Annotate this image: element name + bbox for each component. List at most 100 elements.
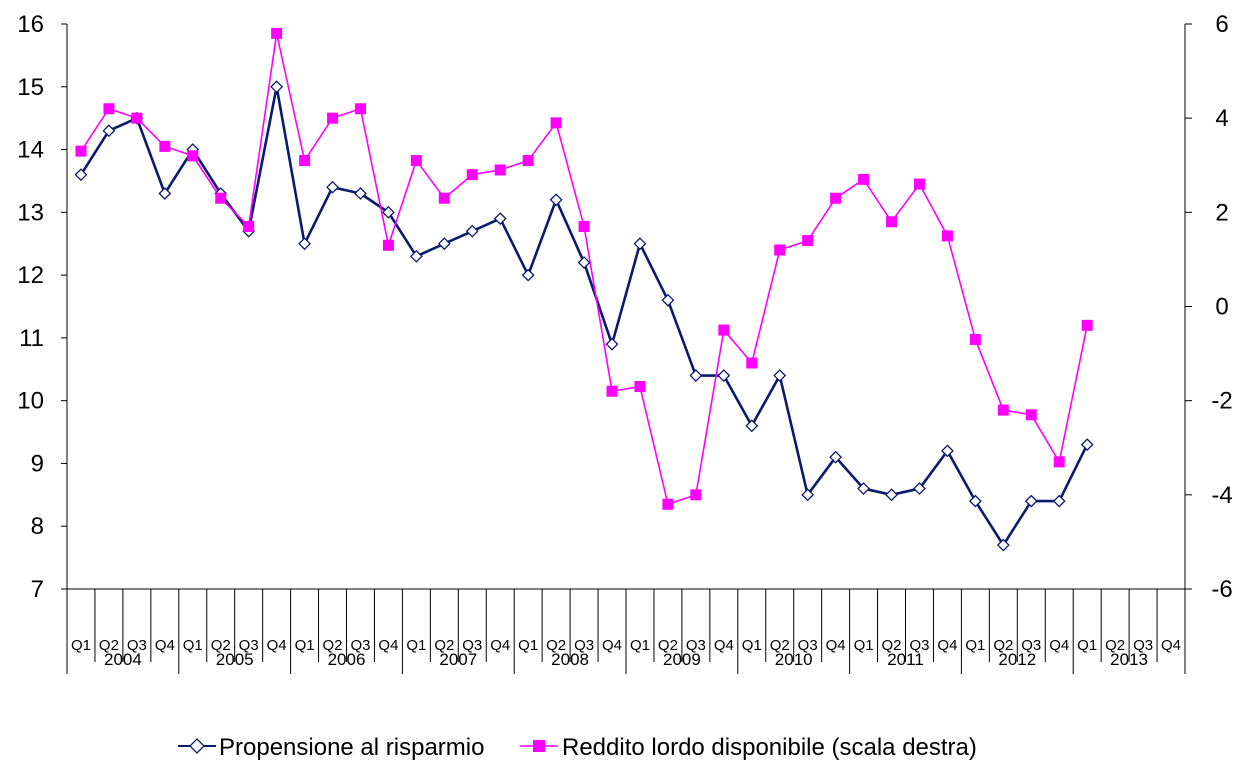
- year-label: 2010: [775, 650, 813, 669]
- quarter-label: Q1: [854, 637, 874, 654]
- point-propensione: [689, 369, 703, 382]
- point-reddito: [299, 155, 311, 167]
- point-propensione: [717, 369, 731, 382]
- quarter-label: Q4: [714, 637, 734, 654]
- quarter-label: Q2: [211, 637, 231, 654]
- point-propensione: [857, 482, 870, 495]
- point-reddito: [634, 381, 646, 393]
- year-label: 2006: [328, 650, 366, 669]
- quarter-label: Q4: [937, 637, 957, 654]
- point-propensione: [354, 187, 367, 200]
- left-tick-label: 16: [17, 11, 44, 38]
- point-reddito: [690, 489, 702, 501]
- point-reddito: [131, 112, 143, 124]
- point-propensione: [74, 168, 88, 182]
- legend-label-reddito: Reddito lordo disponibile (scala destra): [562, 734, 977, 761]
- point-reddito: [606, 385, 618, 397]
- year-label: 2013: [1110, 650, 1148, 669]
- point-reddito: [159, 140, 171, 152]
- point-reddito: [941, 230, 953, 242]
- right-axis-ticks: -6 -4 -2 0 2 4 6: [1185, 11, 1233, 603]
- point-reddito: [718, 324, 730, 336]
- quarter-label: Q2: [99, 637, 119, 654]
- quarter-label: Q4: [378, 637, 398, 654]
- right-tick-label: 2: [1215, 199, 1228, 226]
- point-propensione: [1024, 494, 1038, 508]
- quarter-label: Q4: [155, 637, 175, 654]
- quarter-label: Q3: [462, 637, 482, 654]
- point-propensione: [465, 224, 479, 238]
- year-label: 2005: [216, 650, 254, 669]
- series-line-propensione: [79, 85, 1089, 547]
- quarter-label: Q1: [295, 637, 315, 654]
- point-propensione: [885, 488, 898, 502]
- point-reddito: [662, 498, 674, 510]
- year-label: 2011: [887, 650, 924, 669]
- point-propensione: [549, 193, 563, 207]
- point-propensione: [298, 237, 311, 251]
- quarter-label: Q1: [630, 637, 650, 654]
- quarter-label: Q2: [434, 637, 454, 654]
- left-tick-label: 8: [31, 513, 44, 540]
- quarter-label: Q2: [1105, 637, 1125, 654]
- point-reddito: [243, 220, 255, 232]
- point-propensione: [605, 337, 619, 351]
- point-propensione: [661, 293, 675, 307]
- quarter-label: Q2: [770, 637, 790, 654]
- quarter-label: Q4: [602, 637, 622, 654]
- point-reddito: [382, 239, 394, 251]
- point-propensione: [577, 256, 591, 269]
- point-reddito: [1081, 319, 1093, 331]
- legend-item-propensione: Propensione al risparmio: [178, 734, 484, 761]
- point-reddito: [802, 235, 814, 247]
- point-reddito: [550, 117, 562, 129]
- quarter-label: Q3: [798, 637, 818, 654]
- point-reddito: [969, 333, 981, 345]
- legend: Propensione al risparmio Reddito lordo d…: [178, 734, 977, 761]
- point-reddito: [215, 192, 227, 204]
- point-propensione: [437, 237, 451, 251]
- quarter-label: Q3: [239, 637, 259, 654]
- point-reddito: [271, 27, 283, 39]
- point-propensione: [493, 212, 507, 226]
- point-propensione: [521, 268, 535, 282]
- point-reddito: [438, 192, 450, 204]
- point-reddito: [774, 244, 786, 256]
- point-propensione: [270, 80, 284, 94]
- right-tick-label: 4: [1215, 105, 1228, 132]
- quarter-label: Q3: [686, 637, 706, 654]
- category-axis: Q1 Q2 Q3 Q4 Q1 Q2 Q3 Q4 Q1 Q2 Q3 Q4 Q1 Q2 Q3 Q4 Q1 Q2 Q3 Q4…: [66, 589, 1186, 674]
- quarter-label: Q4: [267, 637, 287, 654]
- point-propensione: [158, 187, 172, 200]
- point-reddito: [494, 164, 506, 176]
- point-propensione: [913, 482, 926, 495]
- point-reddito: [410, 155, 422, 167]
- point-reddito: [522, 155, 534, 167]
- quarter-label: Q1: [71, 637, 91, 654]
- point-propensione: [409, 249, 423, 263]
- legend-item-reddito: Reddito lordo disponibile (scala destra): [520, 734, 977, 761]
- axes: [66, 24, 1186, 590]
- point-reddito: [1053, 456, 1065, 468]
- quarter-label: Q1: [406, 637, 426, 654]
- point-reddito: [913, 178, 925, 190]
- left-tick-label: 11: [19, 325, 44, 352]
- year-label: 2007: [439, 650, 477, 669]
- point-reddito: [75, 145, 87, 157]
- point-propensione: [773, 369, 787, 382]
- series-layer: [74, 27, 1094, 552]
- quarter-label: Q4: [1049, 637, 1069, 654]
- left-tick-label: 12: [17, 262, 44, 289]
- quarter-label: Q2: [323, 637, 343, 654]
- point-propensione: [102, 124, 116, 138]
- point-propensione: [326, 180, 339, 194]
- point-propensione: [941, 444, 954, 458]
- point-propensione: [745, 419, 759, 433]
- left-tick-label: 13: [17, 199, 44, 226]
- left-tick-label: 10: [17, 388, 44, 415]
- legend-label-propensione: Propensione al risparmio: [219, 734, 484, 761]
- left-axis-ticks: 7 8 9 10 11 12 13 14 15 16: [17, 11, 67, 603]
- quarter-label: Q1: [742, 637, 762, 654]
- right-tick-label: -2: [1211, 388, 1232, 415]
